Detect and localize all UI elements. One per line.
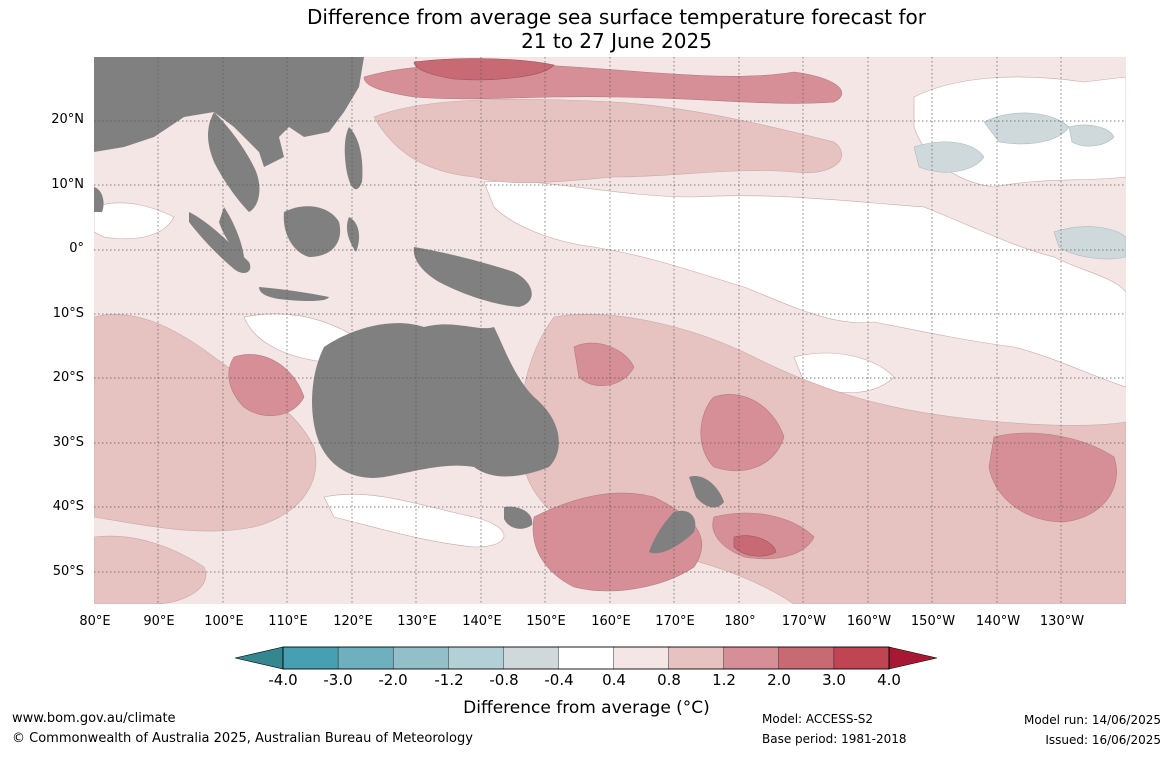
land-borneo: [283, 206, 341, 257]
lon-label-110e: 110°E: [268, 614, 308, 629]
land-australia: [312, 323, 559, 478]
hot-core-kuroshio: [413, 58, 555, 81]
lon-label-180: 180°: [724, 614, 756, 629]
anomaly-deep-red-regions: [413, 58, 777, 557]
model-run-date: Model run: 14/06/2025: [1023, 713, 1161, 727]
land-philippines: [344, 127, 363, 190]
land-tasmania: [504, 506, 533, 529]
colorbar-tick-label: 4.0: [877, 671, 901, 689]
cool-equatorial-east-pacific: [1053, 226, 1126, 260]
colorbar-tick-label: 0.8: [657, 671, 681, 689]
cool-north-pacific-c: [1068, 124, 1115, 147]
colorbar-segment: [833, 646, 890, 670]
lon-label-100e: 100°E: [204, 614, 244, 629]
land-sumatra: [189, 212, 251, 273]
colorbar-segment: [778, 646, 835, 670]
land-new-zealand-south: [649, 510, 696, 554]
lon-label-160e: 160°E: [591, 614, 631, 629]
lon-label-160w: 160°W: [846, 614, 892, 629]
lat-label-10s: 10°S: [52, 306, 84, 321]
model-name: Model: ACCESS-S2: [762, 712, 874, 726]
hot-west-australia: [228, 354, 305, 416]
colorbar-tick-label: -0.8: [489, 671, 519, 689]
neutral-north-indian: [94, 202, 175, 240]
colorbar-tick-label: -3.0: [323, 671, 353, 689]
colorbar: [234, 646, 938, 670]
hot-south-pacific-east: [988, 432, 1117, 523]
colorbar-segment: [337, 646, 394, 670]
land-asia: [94, 57, 364, 167]
warm-indian-ocean: [94, 314, 317, 532]
colorbar-under-arrow: [234, 646, 284, 670]
land-sri-lanka: [94, 187, 104, 212]
lat-label-20n: 20°N: [51, 112, 84, 127]
lat-label-0: 0°: [69, 241, 84, 256]
neutral-equatorial-pacific: [483, 180, 1126, 388]
lon-label-140e: 140°E: [462, 614, 502, 629]
lat-label-30s: 30°S: [52, 435, 84, 450]
lat-label-20s: 20°S: [52, 370, 84, 385]
colorbar-segment: [503, 646, 560, 670]
colorbar-segment: [558, 646, 615, 670]
colorbar-segment: [282, 646, 339, 670]
anomaly-cool-regions: [463, 112, 1126, 347]
colorbar-segment: [668, 646, 725, 670]
copyright-text: © Commonwealth of Australia 2025, Austra…: [12, 731, 473, 746]
title-line-1: Difference from average sea surface temp…: [306, 5, 926, 29]
cool-north-pacific-a: [913, 141, 985, 173]
lon-label-150w: 150°W: [910, 614, 956, 629]
colorbar-tick-label: -4.0: [268, 671, 298, 689]
issued-date: Issued: 16/06/2025: [1045, 733, 1161, 747]
colorbar-outline: [282, 646, 890, 670]
hot-core-new-zealand: [733, 535, 777, 557]
sst-anomaly-map: [94, 57, 1126, 604]
lon-label-170w: 170°W: [781, 614, 827, 629]
colorbar-segments: [282, 646, 890, 670]
colorbar-segment: [392, 646, 449, 670]
lat-label-40s: 40°S: [52, 499, 84, 514]
hot-south-pacific-mid: [700, 394, 785, 471]
warm-southern-indian: [94, 535, 207, 604]
map-title: Difference from average sea surface temp…: [0, 5, 1173, 53]
lat-label-10n: 10°N: [51, 177, 84, 192]
neutral-southern-ocean: [323, 494, 505, 548]
colorbar-tick-label: -2.0: [378, 671, 408, 689]
hot-tasman-sea: [532, 492, 703, 592]
lat-label-50s: 50°S: [52, 564, 84, 579]
lon-label-150e: 150°E: [526, 614, 566, 629]
lon-label-80e: 80°E: [79, 614, 111, 629]
colorbar-segment: [448, 646, 505, 670]
land-new-zealand-north: [689, 476, 724, 508]
hot-coral-sea: [573, 342, 635, 386]
colorbar-segment: [723, 646, 780, 670]
colorbar-tick-label: 1.2: [712, 671, 736, 689]
title-line-2: 21 to 27 June 2025: [521, 29, 712, 53]
land-malay-peninsula: [219, 207, 244, 257]
land-sulawesi: [346, 217, 360, 252]
land-new-guinea: [413, 247, 532, 307]
colorbar-tick-label: -1.2: [434, 671, 464, 689]
colorbar-over-arrow: [888, 646, 938, 670]
base-period: Base period: 1981-2018: [762, 732, 907, 746]
lon-label-120e: 120°E: [333, 614, 373, 629]
lon-label-170e: 170°E: [655, 614, 695, 629]
lon-label-90e: 90°E: [143, 614, 175, 629]
lon-label-130e: 130°E: [397, 614, 437, 629]
land-masses: [94, 57, 724, 554]
land-java: [259, 287, 329, 302]
warm-west-pacific: [373, 98, 843, 184]
colorbar-tick-label: 3.0: [822, 671, 846, 689]
lon-label-140w: 140°W: [975, 614, 1021, 629]
website-link[interactable]: www.bom.gov.au/climate: [12, 711, 176, 726]
colorbar-tick-label: -0.4: [544, 671, 574, 689]
colorbar-segment: [613, 646, 670, 670]
lon-label-130w: 130°W: [1039, 614, 1085, 629]
colorbar-tick-label: 0.4: [602, 671, 626, 689]
colorbar-label: Difference from average (°C): [463, 698, 710, 718]
colorbar-tick-label: 2.0: [767, 671, 791, 689]
land-indochina: [208, 112, 260, 212]
graticule: [94, 57, 1126, 604]
